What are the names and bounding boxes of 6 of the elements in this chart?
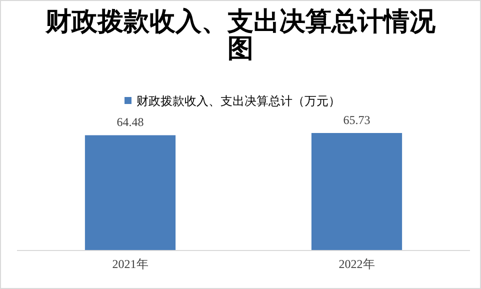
- data-label: 65.73: [343, 113, 370, 127]
- x-tick-label: 2021年: [112, 257, 148, 271]
- chart-title: 财政拨款收入、支出决算总计情况图: [44, 7, 436, 64]
- legend-label: 财政拨款收入、支出决算总计（万元）: [136, 94, 340, 108]
- x-tick-label: 2022年: [338, 257, 375, 271]
- data-label: 64.48: [116, 115, 144, 130]
